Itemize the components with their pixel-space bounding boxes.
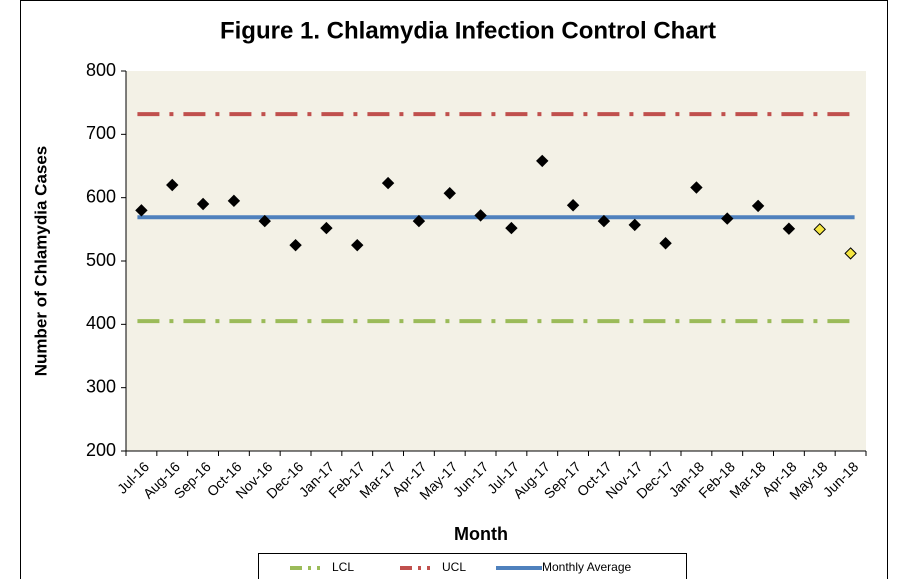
legend-label: UCL bbox=[442, 560, 466, 574]
data-point bbox=[628, 218, 641, 232]
data-point bbox=[844, 247, 857, 260]
y-tick-label: 600 bbox=[86, 186, 116, 206]
data-point bbox=[443, 187, 456, 200]
data-point bbox=[166, 178, 179, 192]
data-point bbox=[505, 221, 518, 235]
data-point bbox=[320, 221, 333, 235]
data-point bbox=[412, 214, 426, 228]
y-tick-label: 800 bbox=[86, 60, 116, 80]
legend-label: Monthly Average bbox=[542, 560, 631, 574]
data-point bbox=[381, 176, 395, 190]
plot-area bbox=[126, 71, 866, 451]
data-point bbox=[227, 194, 241, 208]
y-tick-label: 700 bbox=[86, 123, 116, 143]
data-point bbox=[813, 223, 826, 236]
data-point bbox=[135, 204, 148, 217]
data-point bbox=[751, 199, 765, 213]
data-point bbox=[474, 209, 487, 222]
y-tick-label: 500 bbox=[86, 250, 116, 270]
data-point bbox=[782, 222, 796, 235]
data-point bbox=[597, 214, 611, 228]
data-point bbox=[351, 238, 364, 252]
legend-label: LCL bbox=[332, 560, 354, 574]
data-point bbox=[196, 197, 210, 211]
legend bbox=[258, 553, 687, 579]
data-point bbox=[690, 181, 703, 194]
y-tick-label: 300 bbox=[86, 376, 116, 396]
x-axis-label: Month bbox=[454, 524, 508, 544]
data-point bbox=[659, 237, 672, 250]
chart-title: Figure 1. Chlamydia Infection Control Ch… bbox=[220, 17, 716, 44]
data-point bbox=[258, 214, 271, 228]
y-axis-label: Number of Chlamydia Cases bbox=[31, 146, 50, 377]
data-point bbox=[289, 238, 302, 252]
data-point bbox=[536, 154, 549, 168]
data-point bbox=[721, 212, 734, 225]
data-point bbox=[566, 199, 580, 212]
y-tick-label: 200 bbox=[86, 440, 116, 460]
y-tick-label: 400 bbox=[86, 313, 116, 333]
